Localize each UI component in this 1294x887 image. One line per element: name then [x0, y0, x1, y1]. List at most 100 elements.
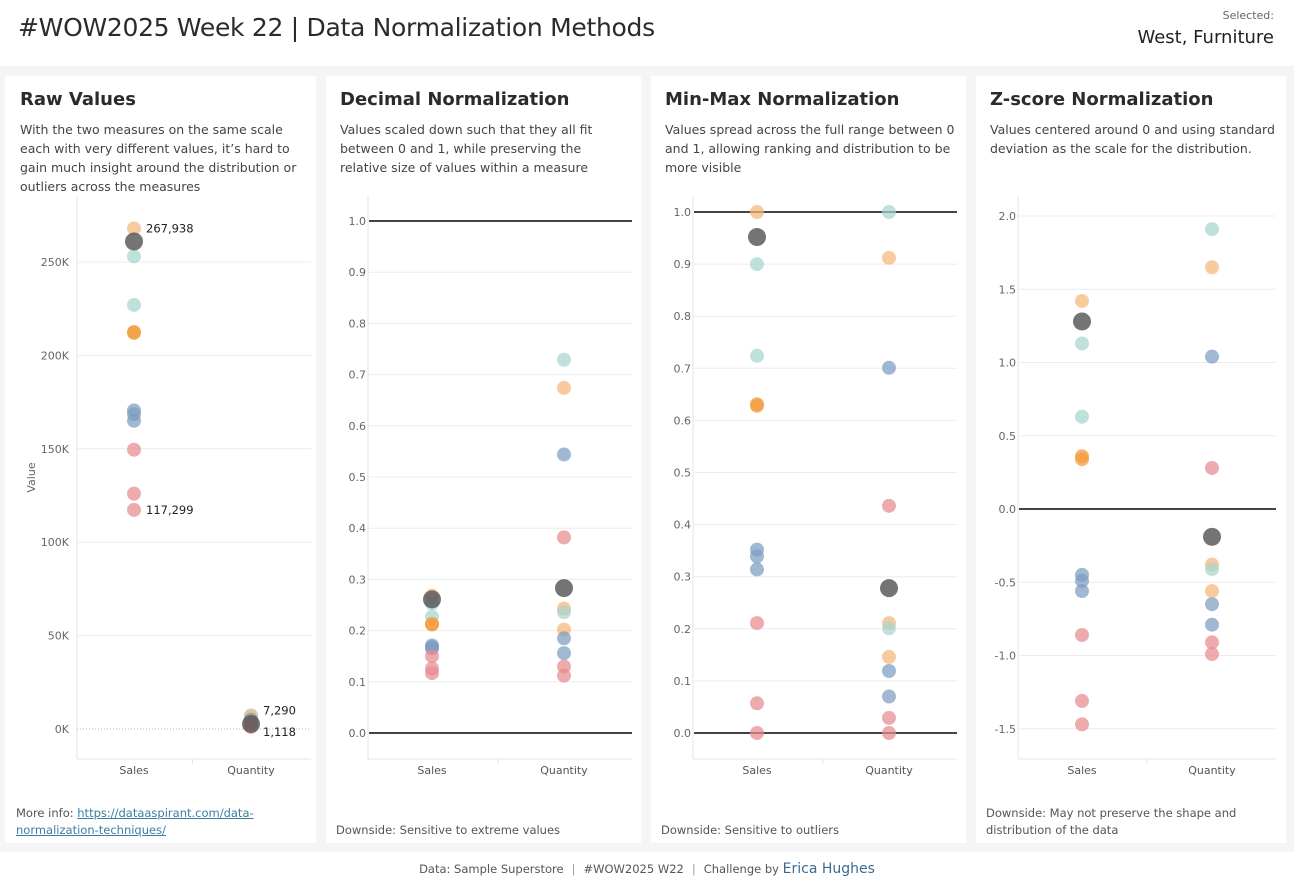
data-point[interactable]: [750, 726, 764, 740]
x-category-label: Quantity: [1188, 764, 1236, 777]
data-point[interactable]: [750, 616, 764, 631]
y-tick-label: 0.1: [349, 676, 367, 689]
data-point[interactable]: [750, 549, 764, 564]
panel-title: Raw Values: [20, 89, 136, 110]
data-point[interactable]: [557, 646, 571, 661]
data-point[interactable]: [882, 205, 896, 219]
data-point[interactable]: [425, 617, 439, 632]
data-point[interactable]: [557, 530, 571, 545]
panel-title: Z-score Normalization: [990, 89, 1214, 110]
selected-point[interactable]: [1203, 527, 1221, 546]
data-point[interactable]: [1205, 222, 1219, 237]
data-point[interactable]: [1075, 293, 1089, 308]
data-point[interactable]: [127, 297, 141, 312]
y-axis-title: Value: [25, 462, 38, 492]
data-point[interactable]: [882, 498, 896, 513]
selected-point[interactable]: [748, 228, 766, 247]
y-tick-label: 0.5: [349, 471, 367, 484]
dashboard-footer: Data: Sample Superstore | #WOW2025 W22 | Cha…: [0, 852, 1294, 887]
data-point[interactable]: [127, 442, 141, 457]
data-point[interactable]: [750, 348, 764, 363]
selected-point[interactable]: [555, 579, 573, 598]
data-point[interactable]: [557, 380, 571, 395]
challenge-prefix: Challenge by: [703, 862, 779, 876]
y-tick-label: -1.5: [995, 723, 1016, 736]
panel-description: Values centered around 0 and using stand…: [990, 122, 1275, 156]
data-point[interactable]: [750, 205, 764, 219]
more-info-link[interactable]: https://dataaspirant.com/data-normalizat…: [16, 806, 254, 837]
panel-z-score-normalization: Z-score Normalization Values centered ar…: [976, 76, 1286, 843]
data-point[interactable]: [882, 621, 896, 636]
y-tick-label: 0K: [55, 723, 70, 736]
y-tick-label: 0.1: [674, 675, 692, 688]
y-tick-label: 0.8: [674, 310, 692, 323]
selected-point[interactable]: [125, 232, 143, 251]
selected-point[interactable]: [880, 579, 898, 598]
data-point[interactable]: [127, 413, 141, 428]
data-point[interactable]: [882, 726, 896, 740]
z-score-normalization-chart[interactable]: -1.5 -1.0 -0.5 0.0 0.5 1.0 1.5 2.0 Sales Quantity: [976, 76, 1286, 843]
selected-point[interactable]: [1073, 312, 1091, 331]
data-point[interactable]: [1205, 460, 1219, 475]
data-point[interactable]: [425, 666, 439, 681]
raw-values-chart[interactable]: 0K 50K 100K 150K 200K 250K Value Sales Quantity 2…: [5, 76, 316, 843]
y-tick-label: 2.0: [999, 210, 1017, 223]
data-point[interactable]: [1205, 349, 1219, 364]
data-point[interactable]: [1205, 647, 1219, 662]
data-point[interactable]: [1075, 409, 1089, 424]
selected-label: Selected:: [1222, 9, 1274, 22]
y-tick-label: 150K: [41, 443, 70, 456]
data-point[interactable]: [1075, 573, 1089, 588]
data-label: 117,299: [146, 503, 194, 517]
data-point[interactable]: [127, 249, 141, 264]
selected-point[interactable]: [423, 590, 441, 609]
min-max-normalization-chart[interactable]: 0.0 0.1 0.2 0.3 0.4 0.5 0.6 0.7 0.8 0.9 1.0 Sales Qu…: [651, 76, 966, 843]
data-point[interactable]: [127, 486, 141, 501]
author-name[interactable]: Erica Hughes: [782, 861, 875, 877]
y-tick-label: 1.0: [999, 357, 1017, 370]
data-point[interactable]: [1075, 693, 1089, 708]
data-point[interactable]: [882, 664, 896, 679]
x-category-label: Sales: [119, 764, 149, 777]
data-point[interactable]: [750, 257, 764, 272]
challenge-tag: #WOW2025 W22: [583, 862, 684, 876]
y-tick-label: 0.0: [999, 503, 1017, 516]
data-point[interactable]: [557, 447, 571, 462]
data-point[interactable]: [1075, 452, 1089, 467]
data-point[interactable]: [1205, 617, 1219, 632]
data-point[interactable]: [127, 502, 141, 517]
data-point[interactable]: [557, 668, 571, 683]
y-tick-label: 1.5: [999, 283, 1017, 296]
data-point[interactable]: [1205, 597, 1219, 612]
data-point[interactable]: [882, 710, 896, 725]
data-point[interactable]: [557, 605, 571, 620]
data-source: Data: Sample Superstore: [419, 862, 564, 876]
data-point[interactable]: [1075, 584, 1089, 599]
data-point[interactable]: [750, 562, 764, 577]
decimal-normalization-chart[interactable]: 0.0 0.1 0.2 0.3 0.4 0.5 0.6 0.7 0.8 0.9 1.0 Sales Qu…: [326, 76, 641, 843]
data-point[interactable]: [557, 631, 571, 646]
data-point[interactable]: [1205, 635, 1219, 650]
selected-point[interactable]: [242, 714, 260, 733]
data-point[interactable]: [127, 325, 141, 340]
panel-description: Values spread across the full range betw…: [665, 122, 955, 175]
data-point[interactable]: [1205, 260, 1219, 275]
data-point[interactable]: [1075, 336, 1089, 351]
data-point[interactable]: [750, 696, 764, 711]
data-point[interactable]: [1205, 562, 1219, 577]
y-tick-label: 0.4: [349, 522, 367, 535]
data-point[interactable]: [127, 221, 141, 236]
dashboard-header: #WOW2025 Week 22 | Data Normalization Me…: [0, 0, 1294, 66]
data-point[interactable]: [882, 689, 896, 704]
data-point[interactable]: [882, 360, 896, 375]
data-point[interactable]: [425, 649, 439, 664]
data-label: 267,938: [146, 221, 194, 235]
data-point[interactable]: [1205, 584, 1219, 599]
data-point[interactable]: [1075, 717, 1089, 732]
data-point[interactable]: [750, 398, 764, 413]
data-point[interactable]: [882, 250, 896, 265]
data-point[interactable]: [557, 352, 571, 367]
panel-footer: Downside: May not preserve the shape and…: [986, 806, 1237, 837]
data-point[interactable]: [1075, 627, 1089, 642]
data-point[interactable]: [882, 649, 896, 664]
